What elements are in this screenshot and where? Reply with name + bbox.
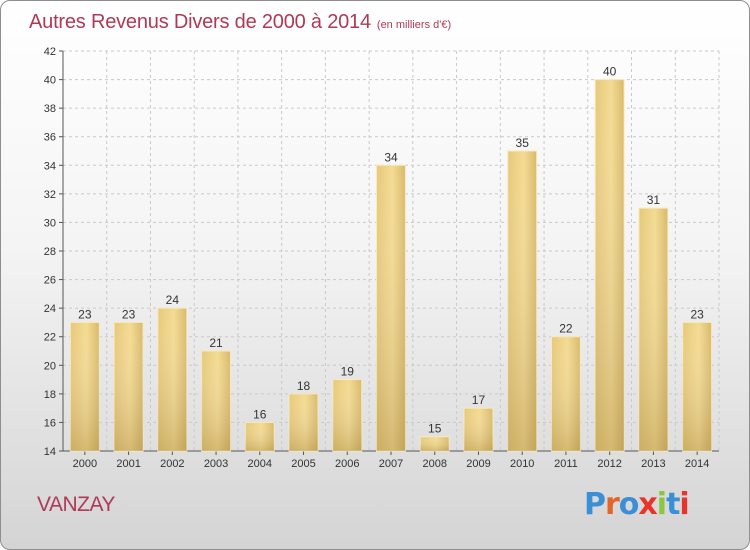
x-tick-label: 2014	[685, 458, 709, 470]
bar-shade	[70, 322, 100, 451]
data-label: 21	[209, 336, 223, 350]
chart-title-block: Autres Revenus Divers de 2000 à 2014 (en …	[29, 11, 451, 34]
bar-2001	[113, 321, 144, 452]
y-tick-label: 20	[44, 360, 56, 372]
brand-letter: i	[679, 487, 689, 522]
bar-2009	[463, 407, 494, 452]
x-tick-label: 2007	[379, 458, 403, 470]
bar-shade	[289, 393, 318, 451]
bar-shade	[201, 351, 231, 451]
bar-shade	[682, 322, 712, 451]
bar-shade	[245, 422, 275, 451]
y-tick-label: 22	[44, 332, 56, 344]
bar-2003	[201, 350, 231, 452]
x-tick-label: 2009	[466, 458, 490, 470]
data-label: 34	[384, 150, 398, 164]
bar-2010	[507, 150, 538, 452]
bar-2012	[594, 79, 625, 452]
bar-shade	[157, 308, 187, 451]
bar-shade	[376, 165, 406, 452]
y-tick-label: 26	[44, 275, 56, 287]
bar-2000	[69, 321, 100, 452]
data-label: 23	[690, 307, 704, 321]
bar-shade	[551, 336, 581, 451]
y-tick-label: 14	[44, 446, 56, 458]
bar-2014	[682, 321, 713, 452]
bar-shade	[638, 208, 668, 451]
x-tick-label: 2008	[422, 458, 446, 470]
bar-shade	[114, 322, 144, 451]
x-tick-label: 2004	[248, 458, 272, 470]
y-tick-label: 36	[44, 132, 56, 144]
brand-logo: Proxiti	[584, 487, 690, 522]
y-tick-label: 24	[44, 303, 56, 315]
brand-letter: i	[656, 487, 667, 522]
bars	[69, 79, 713, 452]
chart-title: Autres Revenus Divers de 2000 à 2014	[29, 11, 371, 33]
x-tick-label: 2002	[160, 458, 184, 470]
y-tick-label: 30	[44, 217, 56, 229]
data-label: 18	[297, 379, 311, 393]
y-tick-label: 42	[44, 46, 56, 58]
brand-letter: r	[605, 487, 620, 522]
x-tick-label: 2000	[73, 458, 97, 470]
bar-shade	[507, 151, 537, 451]
data-label: 23	[78, 307, 92, 321]
bar-2004	[244, 421, 275, 452]
y-tick-label: 34	[44, 160, 56, 172]
data-label: 40	[603, 65, 617, 79]
data-label: 17	[472, 393, 486, 407]
y-tick-label: 16	[44, 417, 56, 429]
x-tick-label: 2005	[291, 458, 315, 470]
brand-letter: t	[666, 487, 680, 522]
x-tick-label: 2006	[335, 458, 359, 470]
data-label: 16	[253, 407, 267, 421]
y-tick-label: 18	[44, 389, 56, 401]
data-label: 31	[647, 193, 661, 207]
x-tick-label: 2010	[510, 458, 534, 470]
brand-letter: o	[618, 487, 640, 522]
bar-2002	[157, 307, 188, 452]
x-tick-label: 2011	[554, 458, 578, 470]
bar-shade	[464, 408, 493, 451]
data-label: 35	[516, 136, 530, 150]
brand-letter: P	[584, 487, 606, 522]
data-label: 23	[122, 307, 136, 321]
data-label: 24	[166, 293, 180, 307]
y-tick-label: 38	[44, 103, 56, 115]
bar-2013	[638, 207, 669, 452]
bar-2011	[551, 336, 581, 452]
labels: 14 16 18 20 22 24 26 28 30 32 34 36 38 40 42 23 2000 23 20…	[44, 46, 710, 470]
bar-2008	[419, 436, 450, 452]
data-label: 15	[428, 422, 442, 436]
bar-shade	[595, 79, 625, 452]
bar-2006	[332, 379, 363, 452]
data-label: 22	[559, 322, 573, 336]
bar-2007	[376, 164, 406, 452]
data-label: 19	[341, 365, 355, 379]
bar-shade	[420, 436, 450, 451]
place-name: VANZAY	[37, 493, 115, 516]
x-tick-label: 2001	[116, 458, 140, 470]
chart-unit: (en milliers d'€)	[376, 19, 452, 31]
x-tick-label: 2013	[641, 458, 665, 470]
bar-2005	[288, 393, 319, 452]
y-tick-label: 40	[44, 75, 56, 87]
y-tick-label: 32	[44, 189, 56, 201]
y-tick-label: 28	[44, 246, 56, 258]
bar-shade	[332, 379, 362, 451]
x-tick-label: 2012	[597, 458, 621, 470]
brand-letter: x	[638, 487, 657, 522]
x-tick-label: 2003	[204, 458, 228, 470]
